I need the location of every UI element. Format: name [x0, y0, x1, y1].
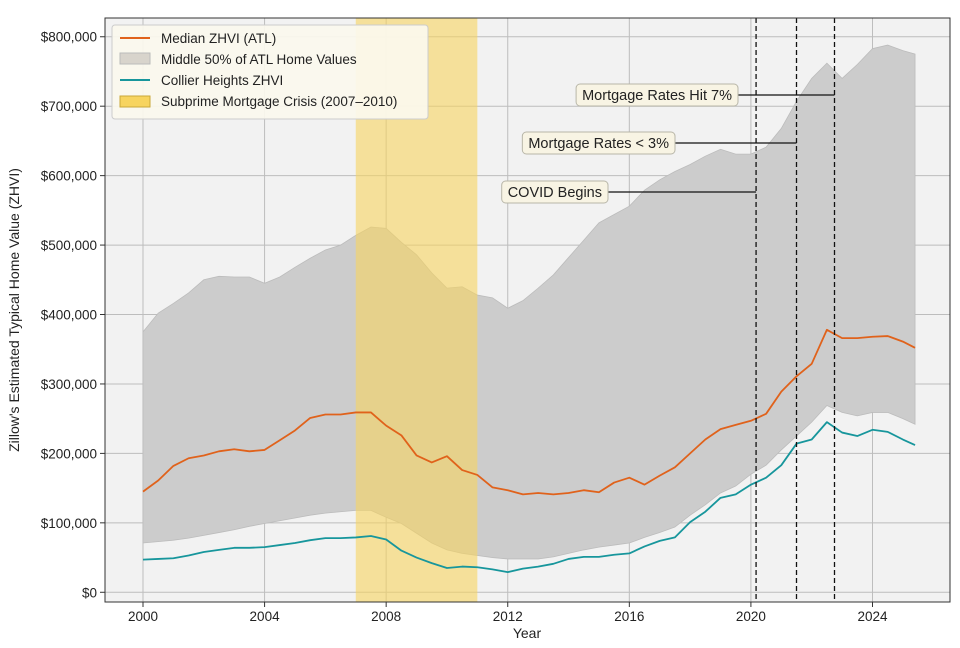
- x-tick-label: 2008: [371, 609, 401, 624]
- series-line-0: [142, 328, 916, 496]
- y-tick-label: $800,000: [41, 30, 97, 45]
- event-annotation: Mortgage Rates Hit 7%: [575, 83, 739, 107]
- y-tick-label: $0: [82, 585, 97, 600]
- y-tick-label: $400,000: [41, 308, 97, 323]
- legend-box: [111, 24, 429, 120]
- legend-label-band: Middle 50% of ATL Home Values: [161, 52, 357, 67]
- ticks: 2000 2004 2008 2012 2016 2020 2024 $0 $100,000 $2…: [41, 30, 888, 624]
- x-tick-label: 2016: [614, 609, 644, 624]
- event-label-box: [575, 83, 739, 107]
- event-label: COVID Begins: [508, 185, 602, 201]
- event-label: Mortgage Rates Hit 7%: [582, 88, 732, 104]
- y-tick-label: $600,000: [41, 169, 97, 184]
- y-axis-label: Zillow's Estimated Typical Home Value (Z…: [6, 168, 22, 452]
- plot-frame: [104, 17, 951, 603]
- x-tick-label: 2000: [128, 609, 158, 624]
- x-tick-label: 2020: [736, 609, 766, 624]
- legend-label-median: Median ZHVI (ATL): [161, 31, 276, 46]
- x-tick-label: 2004: [250, 609, 281, 624]
- y-tick-label: $100,000: [41, 516, 97, 531]
- legend: Median ZHVI (ATL) Middle 50% of ATL Home…: [111, 24, 429, 120]
- event-label-box: [501, 180, 609, 204]
- event-label: Mortgage Rates < 3%: [528, 136, 669, 152]
- series-line-1: [142, 421, 916, 574]
- y-tick-label: $700,000: [41, 99, 97, 114]
- annotations: COVID Begins Mortgage Rates < 3% Mortgage …: [501, 18, 836, 602]
- x-tick-label: 2024: [857, 609, 888, 624]
- legend-label-collier: Collier Heights ZHVI: [161, 73, 283, 88]
- event-annotation: Mortgage Rates < 3%: [521, 131, 676, 155]
- x-tick-label: 2012: [493, 609, 523, 624]
- x-axis-label: Year: [513, 625, 542, 641]
- y-tick-label: $200,000: [41, 446, 97, 461]
- legend-swatch-band: [119, 52, 151, 65]
- legend-label-crisis: Subprime Mortgage Crisis (2007–2010): [161, 94, 397, 109]
- y-tick-label: $500,000: [41, 238, 97, 253]
- legend-swatch-crisis: [119, 95, 151, 108]
- event-annotation: COVID Begins: [501, 180, 609, 204]
- event-label-box: [521, 131, 676, 155]
- y-tick-label: $300,000: [41, 377, 97, 392]
